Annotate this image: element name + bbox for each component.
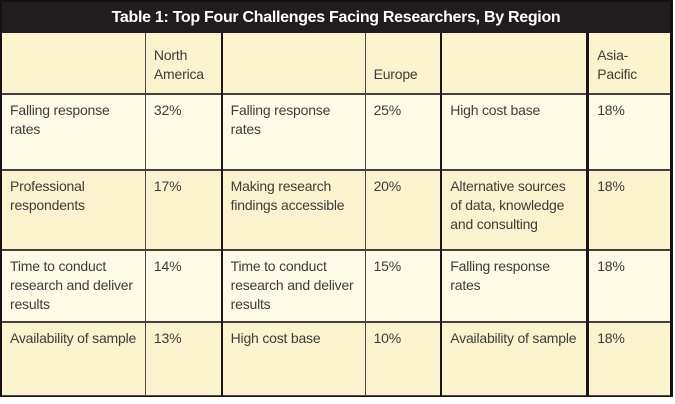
region-header-asia-pacific: Asia-Pacific bbox=[586, 33, 670, 95]
header-blank-cell bbox=[220, 33, 366, 95]
percent-cell: 15% bbox=[364, 249, 442, 323]
percent-cell: 10% bbox=[364, 321, 442, 396]
percent-cell: 20% bbox=[364, 169, 442, 251]
percent-cell: 18% bbox=[586, 321, 670, 396]
percent-cell: 32% bbox=[144, 93, 223, 171]
challenge-cell: Professional respondents bbox=[2, 169, 146, 251]
table-row-1: Falling response rates 32% Falling respo… bbox=[2, 93, 670, 171]
region-header-north-america: North America bbox=[144, 33, 223, 95]
table-row-3: Time to conduct research and deliver res… bbox=[2, 249, 670, 323]
challenge-cell: Time to conduct research and deliver res… bbox=[2, 249, 146, 323]
challenge-cell: Time to conduct research and deliver res… bbox=[220, 249, 366, 323]
table-title: Table 1: Top Four Challenges Facing Rese… bbox=[111, 8, 561, 26]
percent-cell: 18% bbox=[586, 249, 670, 323]
challenge-cell: Falling response rates bbox=[440, 249, 589, 323]
challenge-cell: Availability of sample bbox=[440, 321, 589, 396]
challenge-cell: Availability of sample bbox=[2, 321, 146, 396]
percent-cell: 18% bbox=[586, 93, 670, 171]
percent-cell: 14% bbox=[144, 249, 223, 323]
challenge-cell: High cost base bbox=[220, 321, 366, 396]
table-row-2: Professional respondents 17% Making rese… bbox=[2, 169, 670, 251]
table-row-4: Availability of sample 13% High cost bas… bbox=[2, 321, 670, 396]
percent-cell: 17% bbox=[144, 169, 223, 251]
table-panel: Table 1: Top Four Challenges Facing Rese… bbox=[0, 0, 673, 397]
challenge-cell: Falling response rates bbox=[220, 93, 366, 171]
region-header-europe: Europe bbox=[364, 33, 442, 95]
challenge-cell: High cost base bbox=[440, 93, 589, 171]
challenge-cell: Falling response rates bbox=[2, 93, 146, 171]
challenge-cell: Making research findings accessible bbox=[220, 169, 366, 251]
region-header-row: North America Europe Asia-Pacific bbox=[2, 33, 670, 95]
percent-cell: 13% bbox=[144, 321, 223, 396]
percent-cell: 25% bbox=[364, 93, 442, 171]
challenges-table: North America Europe Asia-Pacific Fallin… bbox=[2, 33, 670, 396]
header-blank-cell bbox=[2, 33, 146, 95]
header-blank-cell bbox=[440, 33, 589, 95]
percent-cell: 18% bbox=[586, 169, 670, 251]
table-title-bar: Table 1: Top Four Challenges Facing Rese… bbox=[2, 2, 670, 33]
challenge-cell: Alternative sources of data, knowledge a… bbox=[440, 169, 589, 251]
